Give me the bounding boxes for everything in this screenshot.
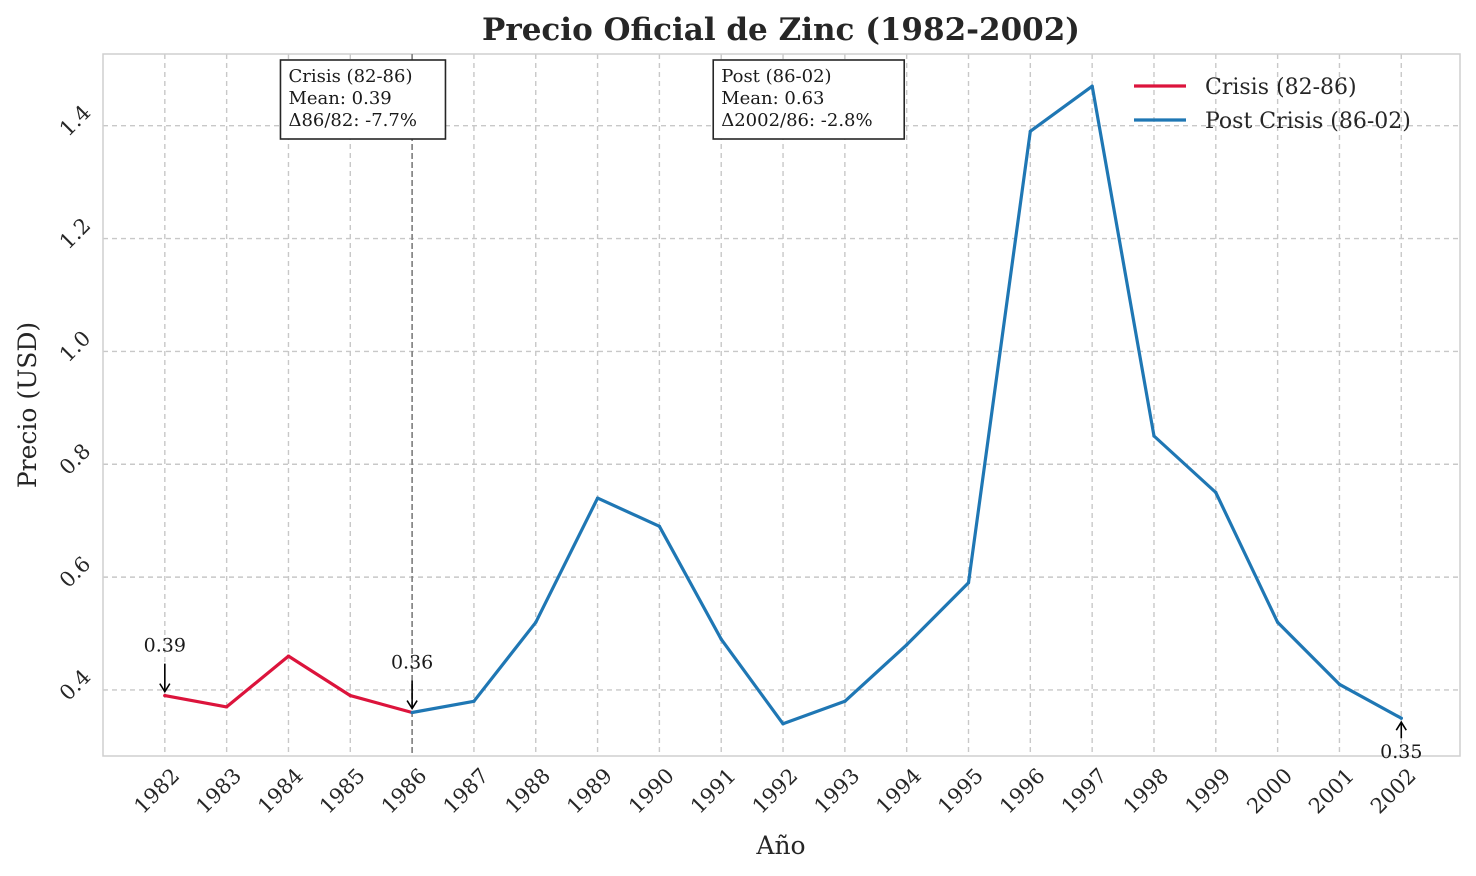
annotation-arrowhead — [406, 700, 418, 711]
data-point — [966, 581, 971, 585]
data-point — [843, 699, 847, 703]
legend: Crisis (82-86) Post Crisis (86-02) — [1134, 75, 1411, 134]
data-point — [1028, 129, 1032, 133]
data-point — [472, 699, 476, 703]
stats-box-line: Δ2002/86: -2.8% — [721, 110, 872, 131]
stats-box-line: Crisis (82-86) — [288, 66, 412, 87]
y-axis-label: Precio (USD) — [13, 322, 42, 488]
data-point — [163, 694, 167, 698]
data-point — [1276, 620, 1280, 624]
data-point — [1152, 434, 1156, 438]
annotation-label: 0.36 — [391, 652, 433, 674]
annotation-arrowhead — [1395, 720, 1407, 731]
data-point — [657, 524, 662, 528]
plot-frame — [102, 53, 1461, 757]
data-point — [286, 654, 291, 658]
data-point — [534, 620, 538, 624]
data-point — [1337, 682, 1342, 686]
data-point — [595, 496, 600, 500]
stats-box-line: Post (86-02) — [721, 66, 831, 87]
data-point — [225, 705, 229, 709]
legend-label: Crisis (82-86) — [1205, 75, 1357, 100]
data-point — [719, 637, 723, 641]
legend-label: Post Crisis (86-02) — [1205, 109, 1411, 134]
stats-box-line: Mean: 0.63 — [721, 88, 824, 109]
data-point — [781, 722, 785, 726]
annotation-layer: 0.39 0.36 0.35 — [144, 635, 1423, 764]
data-point — [1090, 84, 1094, 88]
data-point — [1399, 716, 1403, 720]
stats-box-line: Δ86/82: -7.7% — [288, 110, 416, 131]
stats-box-0 — [279, 59, 447, 140]
stats-box-line: Mean: 0.39 — [288, 88, 391, 109]
chart-title: Precio Oficial de Zinc (1982-2002) — [482, 12, 1080, 48]
annotation-arrowhead — [159, 683, 171, 694]
stats-box-1 — [712, 59, 906, 140]
series-layer — [163, 84, 1403, 726]
annotation-label: 0.35 — [1380, 741, 1422, 763]
data-point — [348, 694, 352, 698]
annotation-label: 0.39 — [144, 635, 186, 657]
grid — [103, 54, 1460, 756]
x-axis-label: Año — [755, 831, 805, 860]
data-point — [410, 710, 414, 715]
data-point — [1214, 490, 1218, 495]
data-point — [905, 643, 909, 647]
